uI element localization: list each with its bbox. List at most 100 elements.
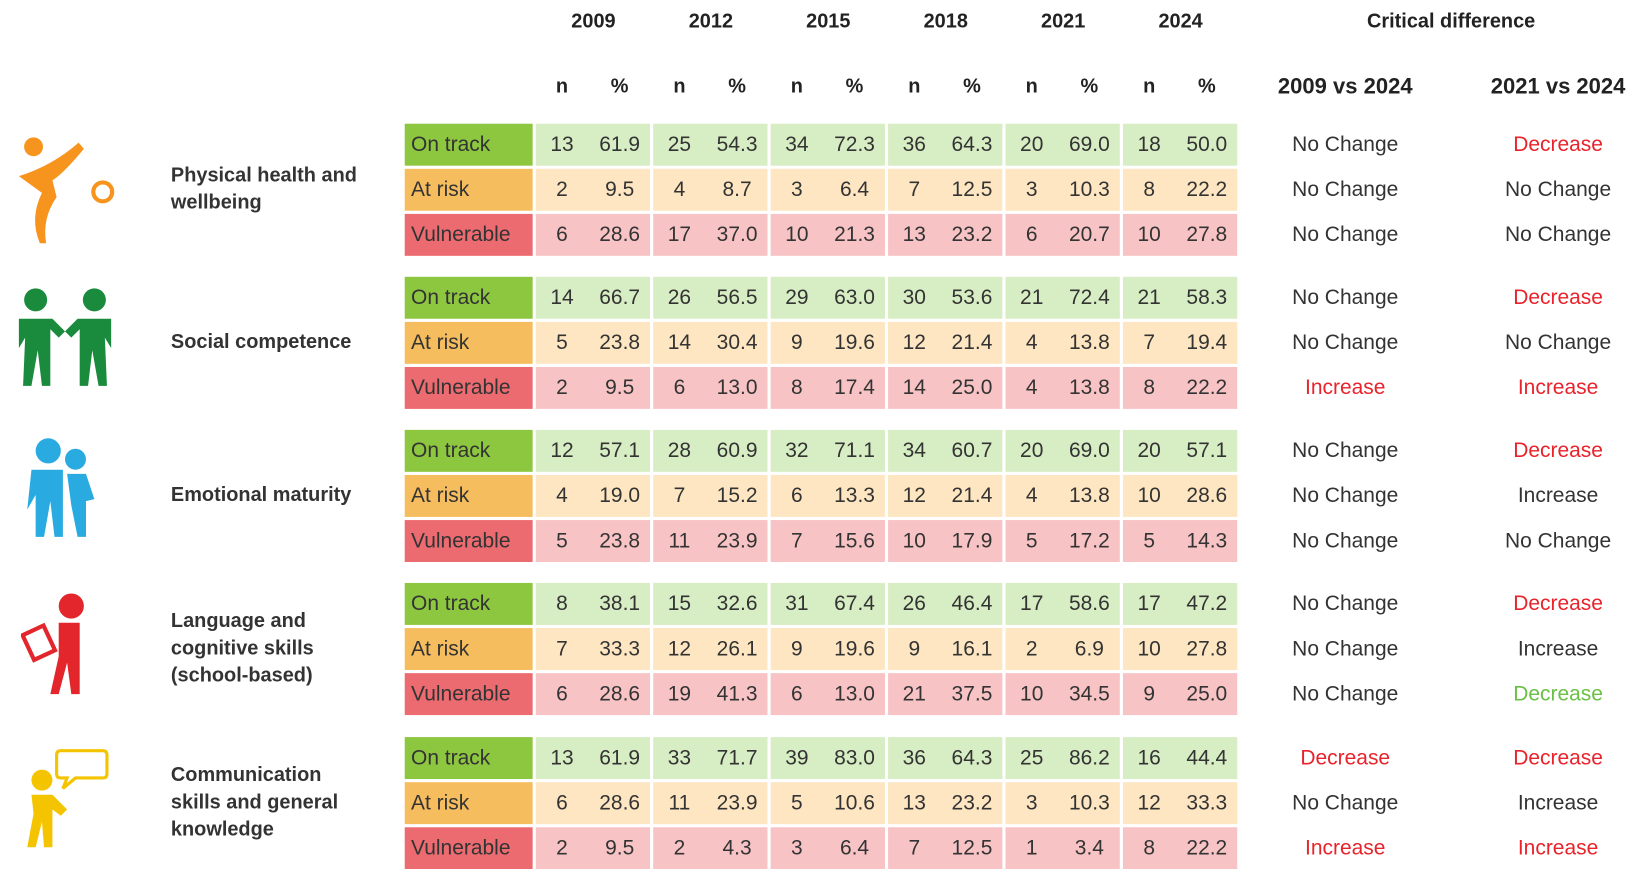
value-cell: 9 19.6	[770, 321, 885, 364]
percent-value: 60.7	[951, 439, 993, 463]
percent-value: 38.1	[599, 592, 641, 616]
status-label: On track	[404, 582, 533, 625]
percent-value: 28.6	[1186, 484, 1228, 508]
value-cell: 33 71.7	[653, 737, 768, 780]
count-value: 25	[667, 133, 692, 157]
count-value: 9	[791, 331, 803, 355]
difference: Increase	[1517, 836, 1599, 860]
difference: No Change	[1292, 223, 1399, 247]
value-cell: 7 33.3	[535, 628, 651, 670]
status-label: At risk	[404, 168, 533, 211]
value-cell: 10 27.8	[1122, 213, 1238, 256]
count-value: 2	[556, 178, 568, 202]
count-value: 17	[1020, 592, 1044, 616]
value-cell: 8 17.4	[770, 366, 885, 409]
count-value: 1	[1025, 836, 1038, 860]
count-value: 29	[785, 286, 809, 310]
status-label: Vulnerable	[404, 520, 533, 562]
difference: No Change	[1505, 529, 1612, 553]
count-value: 10	[1137, 637, 1161, 661]
difference: No Change	[1505, 223, 1612, 247]
count-value: 5	[1143, 529, 1155, 553]
count-value: 14	[550, 286, 574, 310]
count-value: 26	[902, 592, 926, 616]
status-label: On track	[404, 737, 533, 780]
value-cell: 10 34.5	[1005, 673, 1120, 716]
percent-value: 19.4	[1186, 331, 1228, 355]
difference: No Change	[1505, 178, 1612, 202]
status-label: Vulnerable	[404, 366, 533, 409]
value-cell: 6 13.0	[770, 673, 885, 716]
count-value: 9	[791, 637, 803, 661]
difference: Decrease	[1300, 746, 1391, 770]
value-cell: 4 13.8	[1005, 366, 1120, 409]
percent-value: 21.3	[834, 223, 875, 247]
value-cell: 5 23.8	[535, 321, 651, 364]
count-value: 2	[1025, 637, 1038, 661]
percent-value: 33.3	[1186, 791, 1228, 815]
percent-value: 27.8	[1186, 223, 1228, 247]
difference: No Change	[1292, 484, 1399, 508]
value-cell: 13 23.2	[888, 213, 1003, 256]
status-label: At risk	[404, 474, 533, 517]
value-cell: 8 22.2	[1122, 827, 1238, 869]
difference: Increase	[1517, 637, 1599, 661]
count-value: 3	[791, 836, 803, 860]
count-value: 3	[1025, 178, 1038, 202]
percent-value: 28.6	[599, 791, 641, 815]
count-value: 7	[791, 529, 803, 553]
percent-value: 23.9	[716, 529, 758, 553]
value-cell: 10 21.3	[770, 213, 885, 256]
count-value: 17	[1137, 592, 1161, 616]
value-cell: 7 12.5	[888, 168, 1003, 211]
count-value: 4	[1025, 331, 1038, 355]
value-cell: 28 60.9	[653, 429, 768, 472]
difference: No Change	[1292, 286, 1399, 310]
percent-value: 30.4	[716, 331, 758, 355]
difference: Decrease	[1513, 682, 1603, 706]
status-label: Vulnerable	[404, 673, 533, 716]
count-value: 13	[902, 223, 926, 247]
value-cell: 3 10.3	[1005, 168, 1120, 211]
percent-value: 72.4	[1068, 286, 1110, 310]
value-cell: 34 60.7	[888, 429, 1003, 472]
percent-value: 72.3	[834, 133, 875, 157]
count-value: 8	[1143, 178, 1155, 202]
status-label: On track	[404, 429, 533, 472]
domain-name: Language and cognitive skills (school-ba…	[170, 610, 314, 687]
icon-language	[20, 593, 84, 695]
value-cell: 5 14.3	[1122, 520, 1238, 562]
percent-value: 28.6	[599, 682, 641, 706]
count-value: 6	[556, 223, 568, 247]
count-value: 2	[556, 376, 568, 400]
difference: No Change	[1292, 439, 1399, 463]
percent-value: 23.2	[951, 223, 993, 247]
count-value: 6	[673, 376, 686, 400]
percent-value: 15.6	[834, 529, 875, 553]
count-value: 6	[1025, 223, 1038, 247]
value-cell: 9 19.6	[770, 628, 885, 670]
value-cell: 12 33.3	[1122, 782, 1238, 825]
percent-value: 9.5	[605, 376, 635, 400]
value-cell: 4 13.8	[1005, 474, 1120, 517]
difference: Decrease	[1513, 439, 1603, 463]
difference: No Change	[1292, 331, 1399, 355]
sub-header: n	[673, 75, 686, 98]
count-value: 4	[1025, 376, 1038, 400]
count-value: 9	[1143, 682, 1155, 706]
sub-header: %	[728, 75, 746, 98]
count-value: 36	[902, 746, 926, 770]
percent-value: 63.0	[834, 286, 875, 310]
value-cell: 6 20.7	[1005, 213, 1120, 256]
value-cell: 6 13.3	[770, 474, 885, 517]
count-value: 5	[556, 331, 568, 355]
percent-value: 23.8	[599, 529, 641, 553]
percent-value: 69.0	[1068, 439, 1110, 463]
percent-value: 19.6	[834, 331, 875, 355]
count-value: 8	[791, 376, 803, 400]
count-value: 14	[667, 331, 692, 355]
count-value: 12	[550, 439, 574, 463]
value-cell: 18 50.0	[1122, 123, 1238, 166]
value-cell: 36 64.3	[888, 123, 1003, 166]
percent-value: 27.8	[1186, 637, 1228, 661]
